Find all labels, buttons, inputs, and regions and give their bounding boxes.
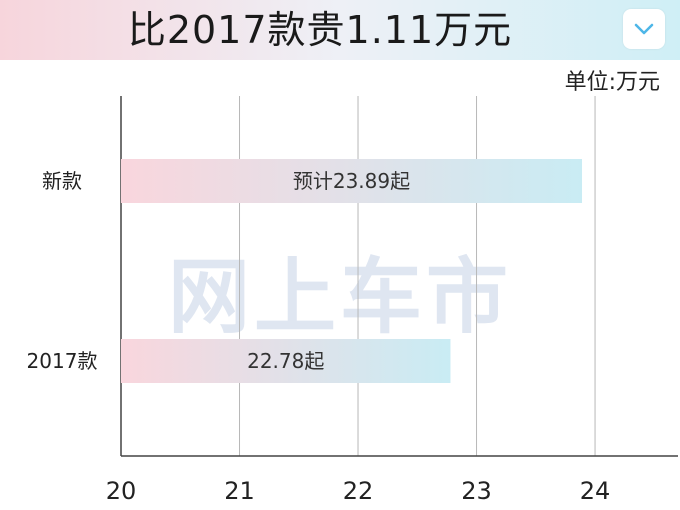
x-tick-label: 21 <box>224 477 255 505</box>
category-label: 2017款 <box>27 349 98 373</box>
x-tick-label: 20 <box>106 477 137 505</box>
x-tick-label: 22 <box>343 477 374 505</box>
bar <box>121 339 451 383</box>
dropdown-button[interactable] <box>623 9 665 49</box>
category-label: 新款 <box>42 169 82 193</box>
chevron-down-icon <box>634 23 654 35</box>
x-tick-label: 23 <box>461 477 492 505</box>
data-label: 预计23.89起 <box>293 169 410 193</box>
x-tick-label: 24 <box>580 477 611 505</box>
title-bar: 比2017款贵1.11万元 <box>0 0 680 60</box>
page-title: 比2017款贵1.11万元 <box>127 8 513 52</box>
data-label: 22.78起 <box>247 349 324 373</box>
watermark: 网上车市 <box>168 250 513 345</box>
unit-label: 单位:万元 <box>564 70 660 95</box>
bar <box>121 159 583 203</box>
